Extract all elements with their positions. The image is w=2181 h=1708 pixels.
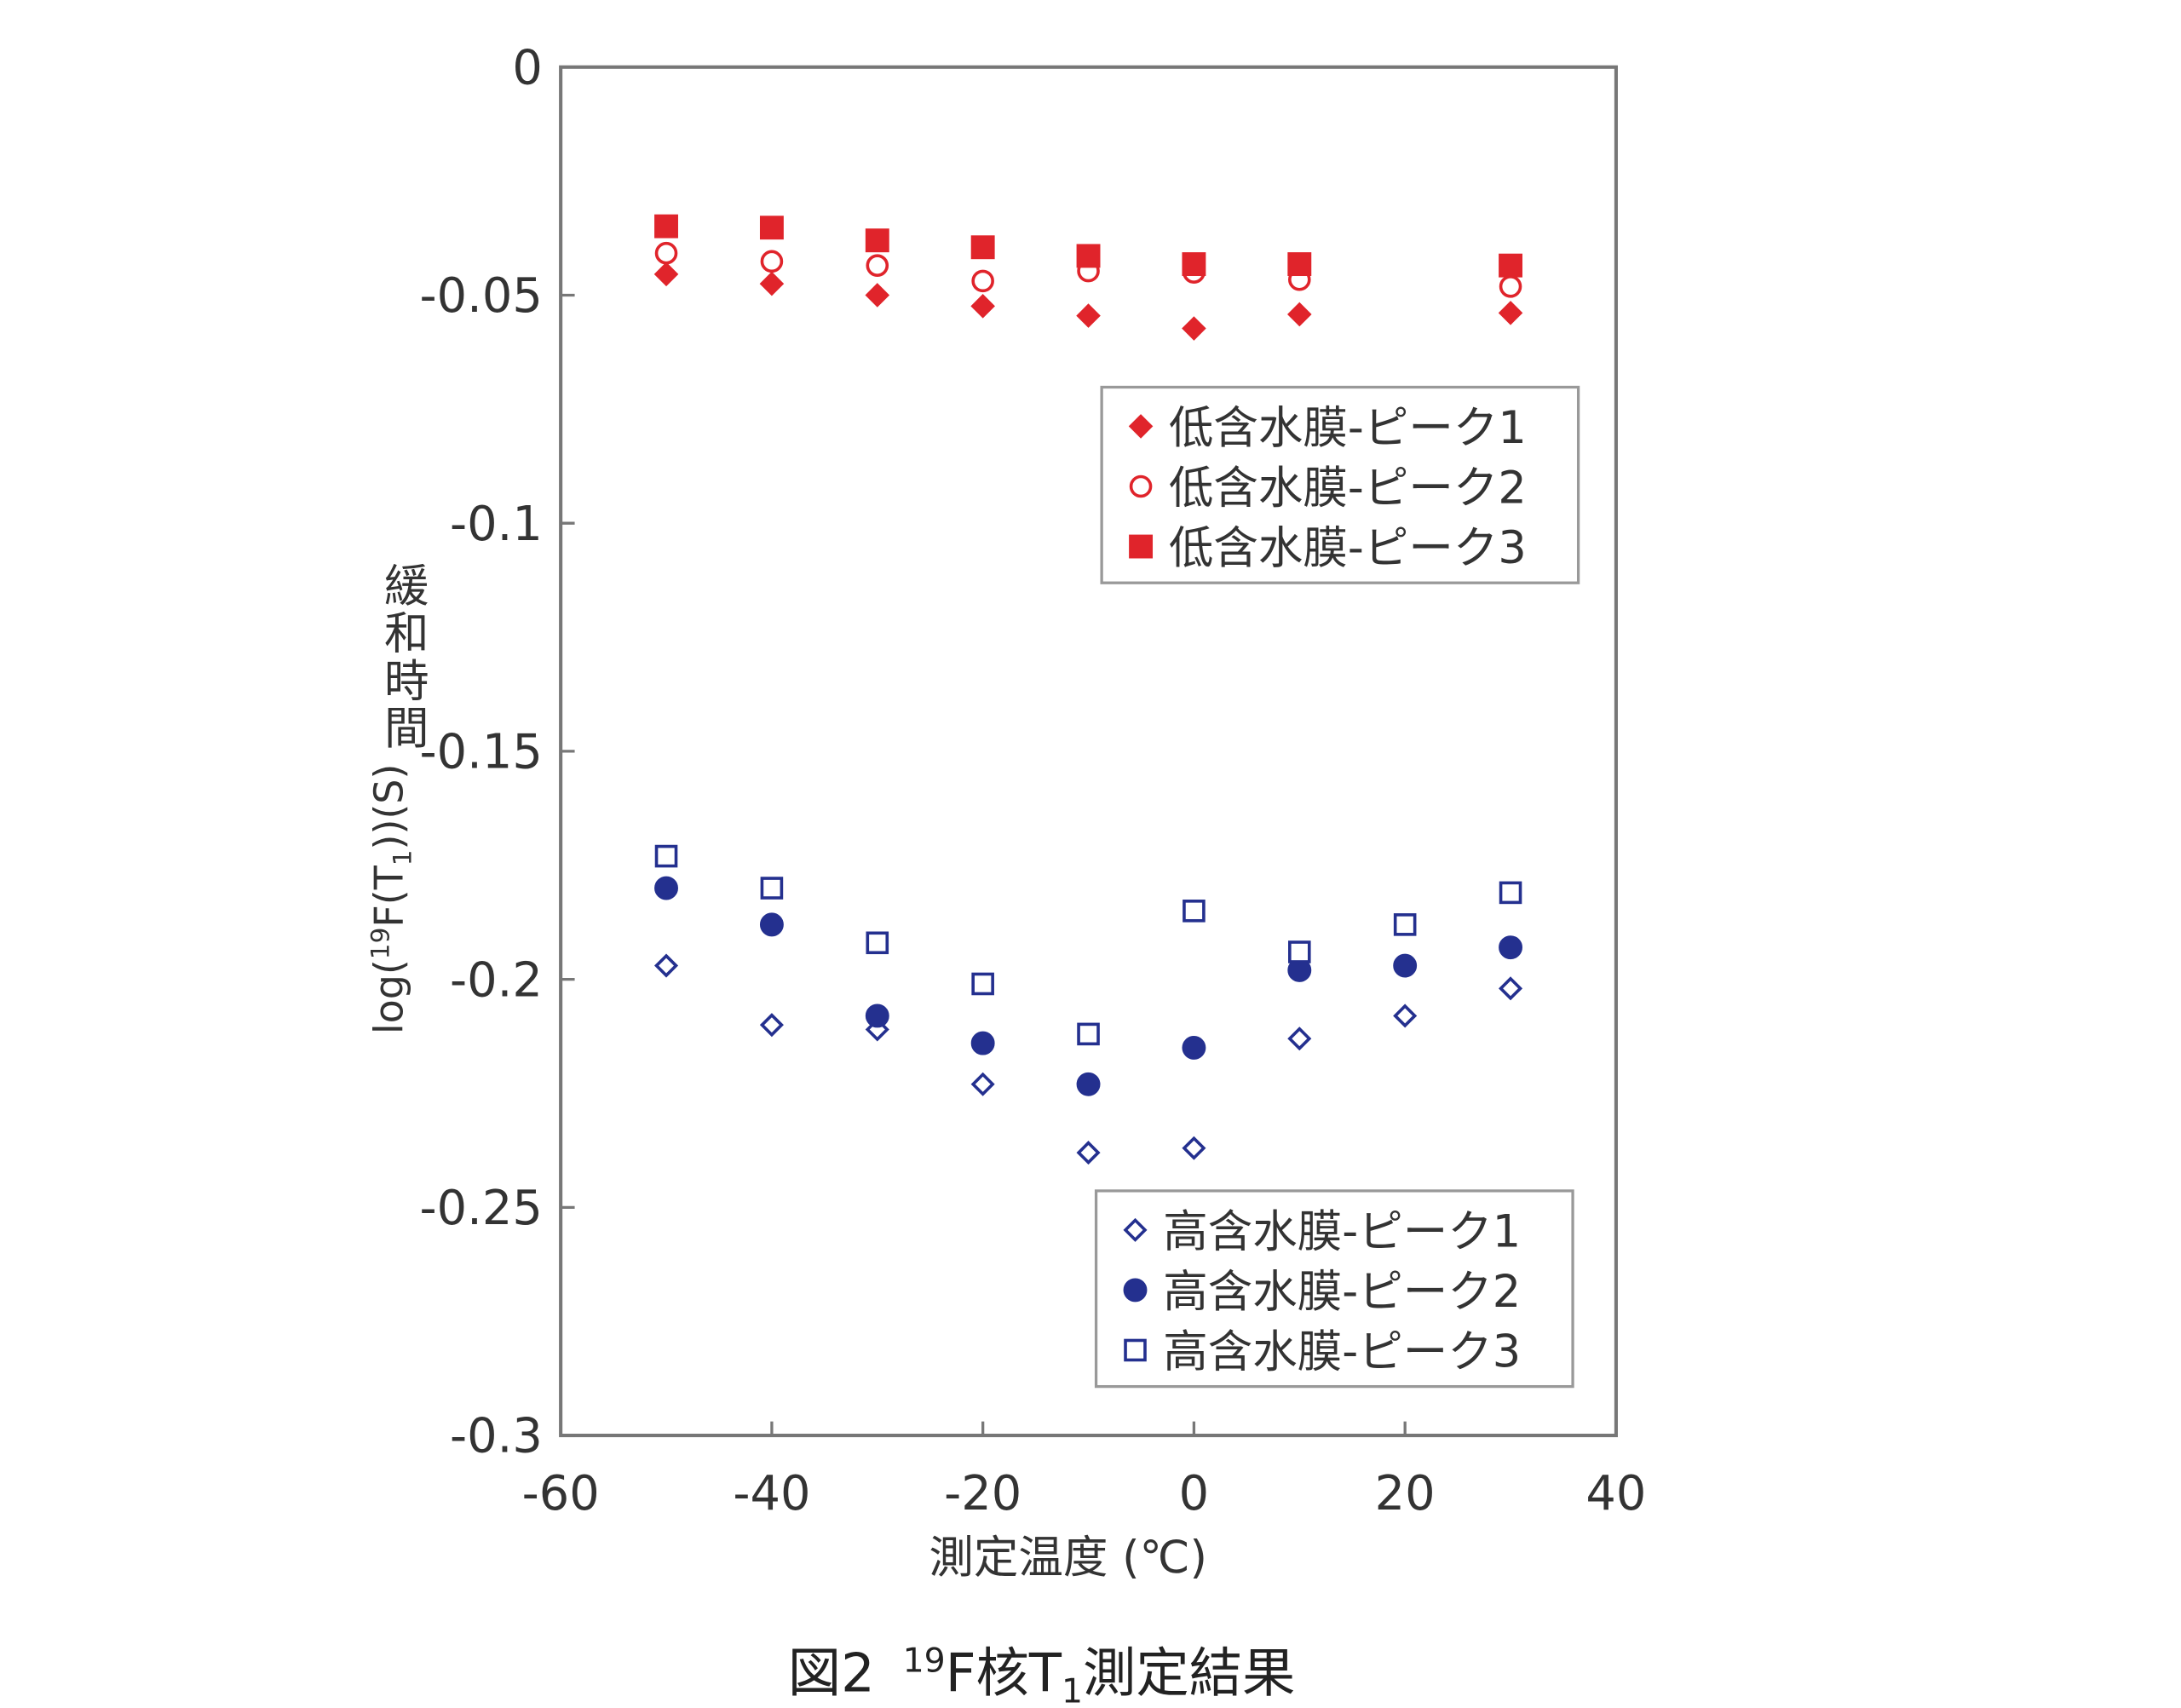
data-point <box>1499 253 1522 278</box>
x-tick-label: -60 <box>522 1466 600 1521</box>
y-tick-label: -0.05 <box>420 268 543 324</box>
data-point <box>970 1031 995 1055</box>
x-tick-label: 20 <box>1375 1466 1436 1521</box>
data-point <box>1182 316 1206 341</box>
series-5 <box>654 876 1522 1096</box>
data-point <box>653 262 679 287</box>
x-axis-label: 測定温度 (℃) <box>929 1532 1207 1584</box>
data-point <box>759 271 785 296</box>
data-point <box>1182 1136 1206 1160</box>
data-point <box>1287 1027 1312 1051</box>
y-tick-label: -0.3 <box>450 1409 543 1464</box>
data-point <box>1183 900 1206 923</box>
legend-marker <box>1124 1338 1147 1362</box>
legend-lower-right: 高含水膜-ピーク1 高含水膜-ピーク2 高含水膜-ピーク3 <box>1094 1189 1574 1389</box>
x-tick-label: -20 <box>944 1466 1021 1521</box>
data-point <box>865 1004 889 1028</box>
data-point <box>1076 1072 1101 1096</box>
data-point <box>1499 976 1523 1001</box>
data-point <box>970 294 995 319</box>
data-point <box>760 877 784 900</box>
series-3 <box>654 214 1522 278</box>
data-point <box>654 844 678 868</box>
data-point <box>1182 252 1206 277</box>
y-axis-label: log(19F(T1))(S) <box>365 764 417 1035</box>
data-point <box>1499 935 1522 960</box>
data-point <box>970 1072 995 1096</box>
legend-label: 高含水膜-ピーク3 <box>1163 1326 1521 1378</box>
legend-label: 低含水膜-ピーク2 <box>1169 463 1527 515</box>
data-point <box>970 235 995 260</box>
series-4 <box>653 953 1523 1165</box>
data-point <box>1076 244 1101 268</box>
data-point <box>1076 1141 1101 1165</box>
legend-label: 高含水膜-ピーク1 <box>1163 1206 1521 1258</box>
data-point <box>1182 1035 1206 1060</box>
data-point <box>759 912 784 937</box>
y-tick-label: -0.2 <box>450 952 543 1008</box>
data-point <box>654 876 678 900</box>
data-point <box>653 953 679 978</box>
series-6 <box>654 844 1522 1046</box>
legend-box <box>1094 1189 1574 1389</box>
data-point <box>865 228 889 253</box>
data-point <box>1499 275 1522 298</box>
x-tick-label: 0 <box>1179 1466 1209 1521</box>
data-point <box>1077 1022 1100 1046</box>
series-1 <box>653 262 1523 341</box>
figure-caption: 図2 19F核T1測定結果 <box>788 1641 1296 1708</box>
data-point <box>1393 913 1417 936</box>
data-point <box>971 269 994 293</box>
y-axis-label-vertical: 緩和時間 <box>377 562 429 752</box>
legend-marker <box>1129 474 1153 498</box>
data-point <box>1076 303 1101 328</box>
legend-marker <box>1123 1217 1148 1242</box>
data-point <box>1287 252 1312 277</box>
legend-marker <box>1129 534 1154 559</box>
data-point <box>865 283 890 308</box>
data-point <box>866 254 889 277</box>
data-point <box>654 214 678 239</box>
x-tick-label: 40 <box>1585 1466 1646 1521</box>
data-point <box>1288 940 1311 963</box>
legend-label: 低含水膜-ピーク3 <box>1169 522 1527 574</box>
series-2 <box>654 241 1522 298</box>
data-point <box>1393 953 1418 978</box>
legend-marker <box>1128 414 1154 439</box>
legend-marker <box>1123 1278 1148 1303</box>
data-point <box>759 1013 784 1038</box>
data-point <box>866 931 889 955</box>
y-tick-label: 0 <box>512 40 542 95</box>
legend-upper-right: 低含水膜-ピーク1 低含水膜-ピーク2 低含水膜-ピーク3 <box>1100 385 1580 584</box>
legend-label: 高含水膜-ピーク2 <box>1163 1266 1521 1318</box>
data-point <box>1393 1004 1418 1028</box>
data-point <box>654 241 678 265</box>
data-point <box>760 250 784 273</box>
y-tick-label: -0.25 <box>420 1181 543 1236</box>
data-point <box>1498 301 1523 325</box>
x-tick-label: -40 <box>733 1466 810 1521</box>
data-point <box>1287 302 1312 327</box>
y-tick-label: -0.1 <box>450 497 543 552</box>
legend-box <box>1100 385 1580 584</box>
data-point <box>971 972 994 996</box>
data-point <box>759 216 784 240</box>
y-tick-label: -0.15 <box>420 725 543 780</box>
data-point <box>1499 881 1522 905</box>
legend-label: 低含水膜-ピーク1 <box>1169 402 1527 454</box>
